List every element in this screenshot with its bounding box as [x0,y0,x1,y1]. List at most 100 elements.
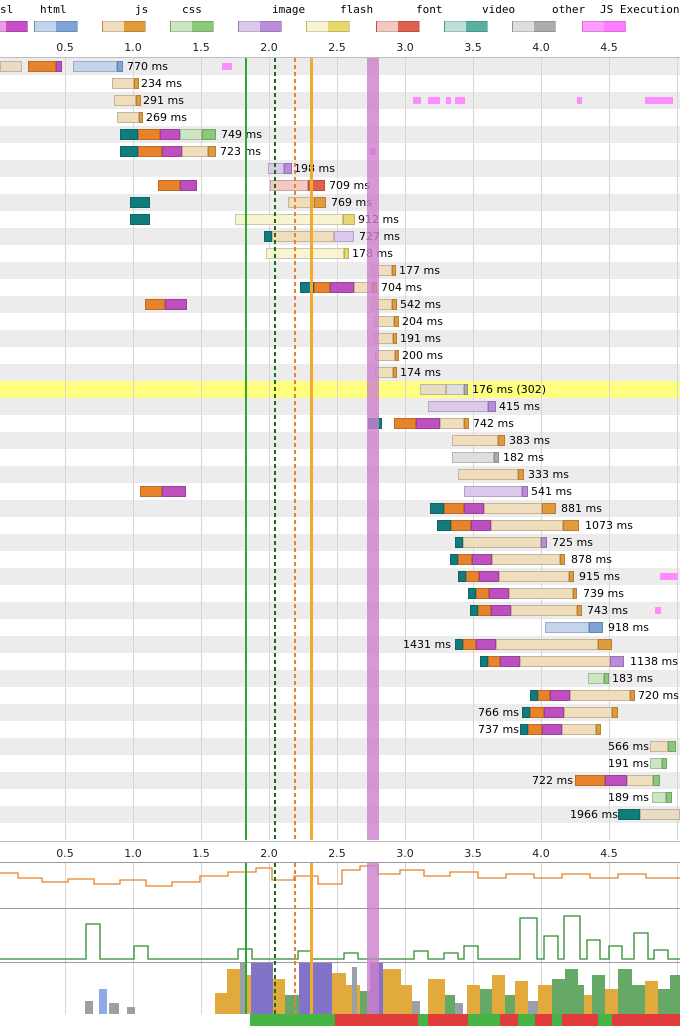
request-bar-segment[interactable] [428,401,488,412]
request-bar-segment[interactable] [394,316,399,327]
request-bar-segment[interactable] [544,707,564,718]
request-bar-segment[interactable] [605,775,627,786]
request-bar-segment[interactable] [463,537,541,548]
request-bar-segment[interactable] [455,537,463,548]
request-bar-segment[interactable] [440,418,464,429]
request-bar-segment[interactable] [182,146,208,157]
request-bar-segment[interactable] [491,520,563,531]
request-bar-segment[interactable] [458,571,466,582]
request-bar-segment[interactable] [235,214,343,225]
request-bar-segment[interactable] [314,197,326,208]
request-bar-segment[interactable] [162,486,186,497]
request-bar-segment[interactable] [489,588,509,599]
request-bar-segment[interactable] [138,146,162,157]
request-bar-segment[interactable] [640,809,680,820]
request-bar-segment[interactable] [518,469,524,480]
request-bar-segment[interactable] [464,486,522,497]
request-bar-segment[interactable] [117,61,123,72]
request-bar-segment[interactable] [288,197,314,208]
request-bar-segment[interactable] [650,758,662,769]
request-bar-segment[interactable] [458,469,518,480]
request-bar-segment[interactable] [284,163,292,174]
request-bar-segment[interactable] [476,588,489,599]
request-bar-segment[interactable] [491,605,511,616]
request-bar-segment[interactable] [392,265,396,276]
request-bar-segment[interactable] [476,639,496,650]
request-bar-segment[interactable] [511,605,577,616]
request-bar-segment[interactable] [650,741,668,752]
request-bar-segment[interactable] [343,214,355,225]
request-bar-segment[interactable] [541,537,547,548]
request-bar-segment[interactable] [562,724,596,735]
request-bar-segment[interactable] [478,605,491,616]
request-bar-segment[interactable] [466,571,479,582]
request-bar-segment[interactable] [334,231,354,242]
request-bar-segment[interactable] [162,146,182,157]
request-bar-segment[interactable] [499,571,569,582]
request-bar-segment[interactable] [202,129,216,140]
request-bar-segment[interactable] [430,503,444,514]
request-bar-segment[interactable] [420,384,446,395]
request-bar-segment[interactable] [394,418,416,429]
request-bar-segment[interactable] [530,707,544,718]
request-bar-segment[interactable] [520,724,528,735]
request-bar-segment[interactable] [455,639,463,650]
request-bar-segment[interactable] [416,418,440,429]
request-bar-segment[interactable] [452,435,498,446]
request-bar-segment[interactable] [0,61,22,72]
request-bar-segment[interactable] [165,299,187,310]
request-bar-segment[interactable] [494,452,499,463]
request-bar-segment[interactable] [471,520,491,531]
request-bar-segment[interactable] [451,520,471,531]
request-bar-segment[interactable] [470,605,478,616]
request-bar-segment[interactable] [117,112,139,123]
request-bar-segment[interactable] [569,571,574,582]
request-bar-segment[interactable] [530,690,538,701]
request-bar-segment[interactable] [520,656,610,667]
request-bar-segment[interactable] [618,809,640,820]
request-bar-segment[interactable] [140,486,162,497]
request-bar-segment[interactable] [393,333,397,344]
request-bar-segment[interactable] [73,61,117,72]
request-bar-segment[interactable] [444,503,464,514]
request-bar-segment[interactable] [496,639,598,650]
request-bar-segment[interactable] [479,571,499,582]
request-bar-segment[interactable] [392,299,397,310]
request-bar-segment[interactable] [563,520,579,531]
request-bar-segment[interactable] [136,95,141,106]
request-bar-segment[interactable] [588,673,604,684]
request-bar-segment[interactable] [112,78,134,89]
request-bar-segment[interactable] [612,707,618,718]
request-bar-segment[interactable] [480,656,488,667]
request-bar-segment[interactable] [446,384,464,395]
request-bar-segment[interactable] [468,588,476,599]
request-bar-segment[interactable] [56,61,62,72]
request-bar-segment[interactable] [630,690,635,701]
request-bar-segment[interactable] [500,656,520,667]
request-bar-segment[interactable] [627,775,653,786]
request-bar-segment[interactable] [145,299,165,310]
request-bar-segment[interactable] [330,282,354,293]
request-bar-segment[interactable] [270,180,308,191]
request-bar-segment[interactable] [450,554,458,565]
request-bar-segment[interactable] [120,129,138,140]
request-bar-segment[interactable] [344,248,349,259]
request-bar-segment[interactable] [560,554,565,565]
request-bar-segment[interactable] [604,673,609,684]
request-bar-segment[interactable] [492,554,560,565]
request-bar-segment[interactable] [488,656,500,667]
request-bar-segment[interactable] [542,503,556,514]
request-bar-segment[interactable] [134,78,139,89]
request-bar-segment[interactable] [130,214,150,225]
request-bar-segment[interactable] [395,350,399,361]
request-bar-segment[interactable] [114,95,136,106]
request-bar-segment[interactable] [498,435,505,446]
request-bar-segment[interactable] [484,503,542,514]
request-bar-segment[interactable] [666,792,672,803]
request-bar-segment[interactable] [268,163,284,174]
request-bar-segment[interactable] [509,588,573,599]
request-bar-segment[interactable] [464,418,469,429]
request-bar-segment[interactable] [464,384,468,395]
request-bar-segment[interactable] [528,724,542,735]
request-bar-segment[interactable] [598,639,612,650]
